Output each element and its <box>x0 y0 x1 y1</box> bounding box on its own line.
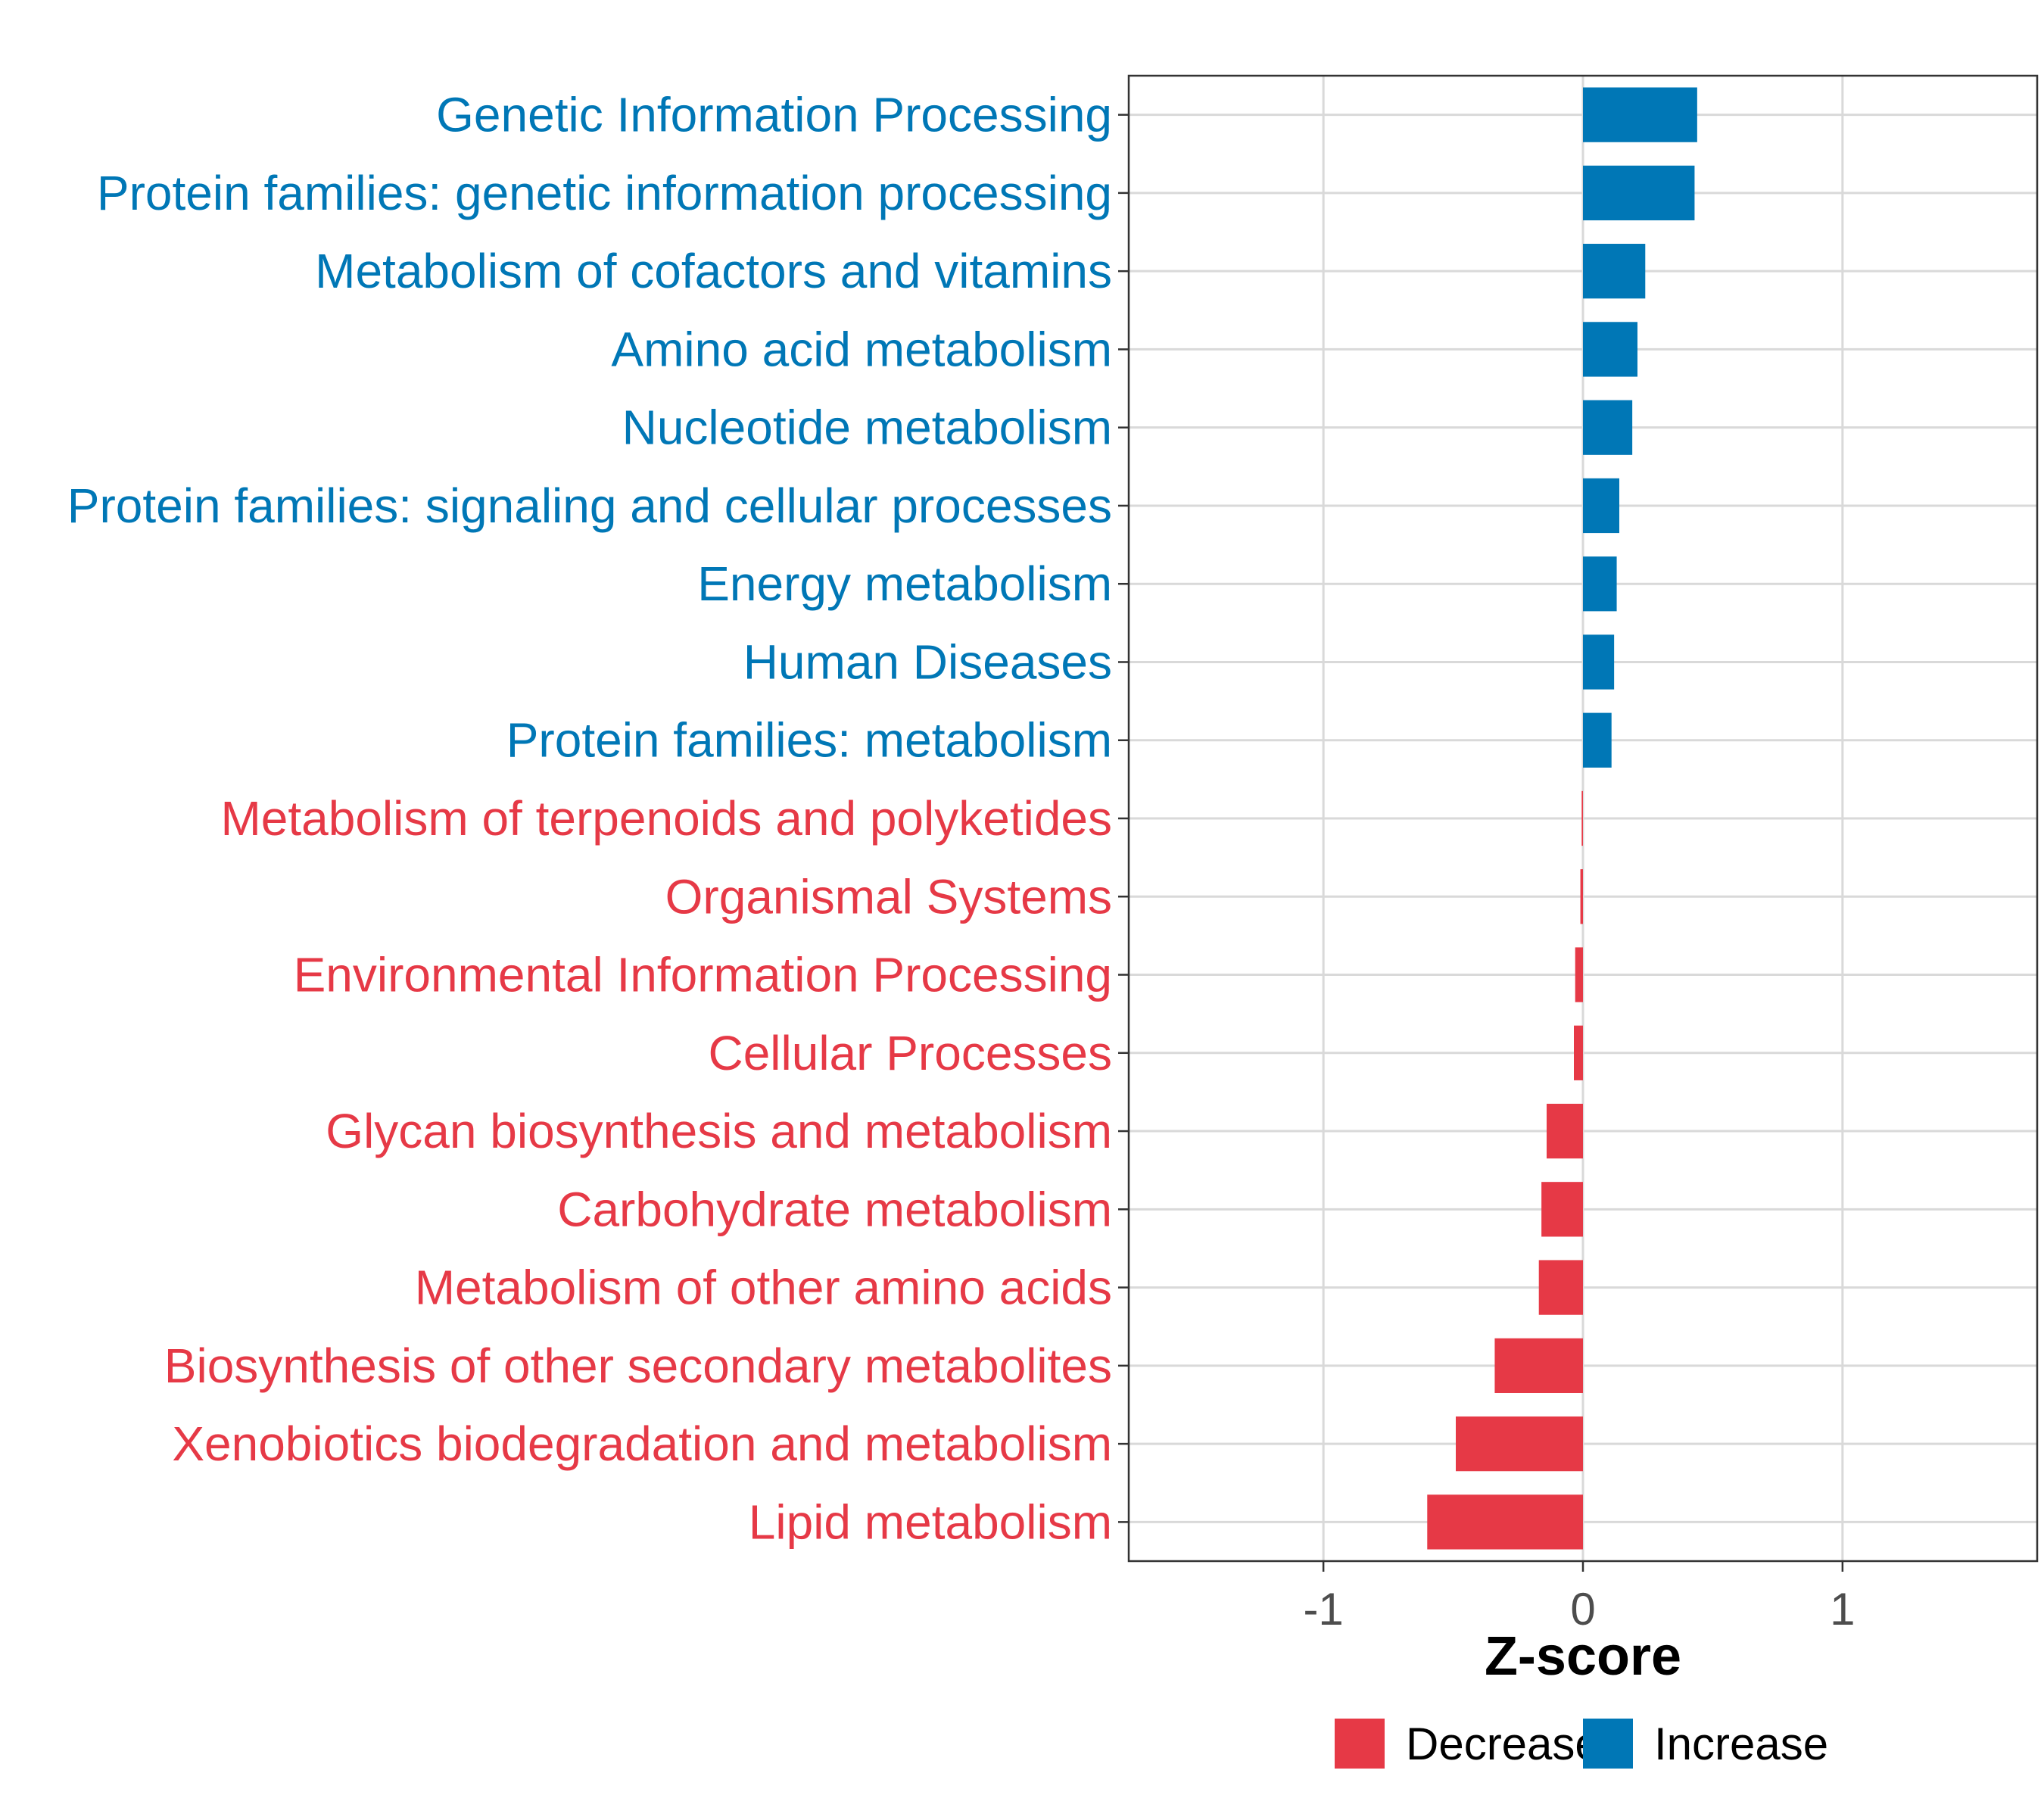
legend-key-increase <box>1583 1719 1633 1769</box>
bar <box>1580 869 1583 924</box>
y-tick-label: Organismal Systems <box>665 869 1112 924</box>
bar <box>1583 400 1633 455</box>
bar <box>1583 87 1697 142</box>
bar <box>1583 556 1617 612</box>
y-tick-label: Glycan biosynthesis and metabolism <box>326 1104 1112 1158</box>
bar <box>1583 634 1615 690</box>
y-axis-ticks <box>1118 114 1129 1523</box>
x-tick-label: 0 <box>1570 1584 1595 1635</box>
y-tick-label: Cellular Processes <box>708 1026 1112 1080</box>
y-tick-label: Protein families: metabolism <box>506 713 1112 768</box>
y-tick-label: Metabolism of cofactors and vitamins <box>315 244 1112 298</box>
bar <box>1583 165 1695 221</box>
bar <box>1583 478 1619 534</box>
bar <box>1538 1260 1583 1315</box>
y-tick-label: Amino acid metabolism <box>611 322 1112 376</box>
legend-label-increase: Increase <box>1654 1719 1828 1769</box>
legend-label-decrease: Decrease <box>1406 1719 1600 1769</box>
bar <box>1583 322 1637 377</box>
bar <box>1583 712 1612 768</box>
y-tick-label: Biosynthesis of other secondary metaboli… <box>164 1339 1112 1393</box>
y-tick-label: Lipid metabolism <box>749 1494 1112 1549</box>
y-tick-label: Environmental Information Processing <box>294 948 1112 1002</box>
bar <box>1456 1416 1583 1472</box>
bar <box>1581 790 1583 846</box>
bars-group <box>1427 87 1697 1550</box>
bar <box>1427 1494 1583 1550</box>
bar <box>1494 1338 1583 1393</box>
legend-key-decrease <box>1335 1719 1385 1769</box>
bar <box>1574 1025 1583 1080</box>
y-tick-label: Genetic Information Processing <box>436 88 1112 142</box>
bar <box>1575 947 1583 1002</box>
y-tick-label: Metabolism of other amino acids <box>415 1261 1112 1315</box>
y-tick-label: Energy metabolism <box>697 556 1112 611</box>
y-axis-labels: Genetic Information Processing Protein fa… <box>67 88 1112 1550</box>
y-tick-label: Carbohydrate metabolism <box>557 1182 1112 1236</box>
bar <box>1541 1182 1583 1237</box>
x-axis-ticks <box>1322 1561 1844 1572</box>
y-tick-label: Human Diseases <box>743 634 1112 689</box>
y-tick-label: Protein families: signaling and cellular… <box>67 478 1112 533</box>
bar <box>1583 244 1646 299</box>
x-axis-title: Z-score <box>1485 1626 1681 1687</box>
x-axis-labels: -1 0 1 <box>1303 1584 1855 1635</box>
x-tick-label: -1 <box>1303 1584 1343 1635</box>
legend: Decrease Increase <box>1335 1719 1828 1769</box>
y-tick-label: Xenobiotics biodegradation and metabolis… <box>172 1417 1112 1471</box>
y-tick-label: Nucleotide metabolism <box>622 400 1112 455</box>
y-tick-label: Protein families: genetic information pr… <box>97 166 1112 220</box>
y-tick-label: Metabolism of terpenoids and polyketides <box>220 791 1112 846</box>
x-tick-label: 1 <box>1830 1584 1855 1635</box>
bar <box>1547 1103 1583 1159</box>
